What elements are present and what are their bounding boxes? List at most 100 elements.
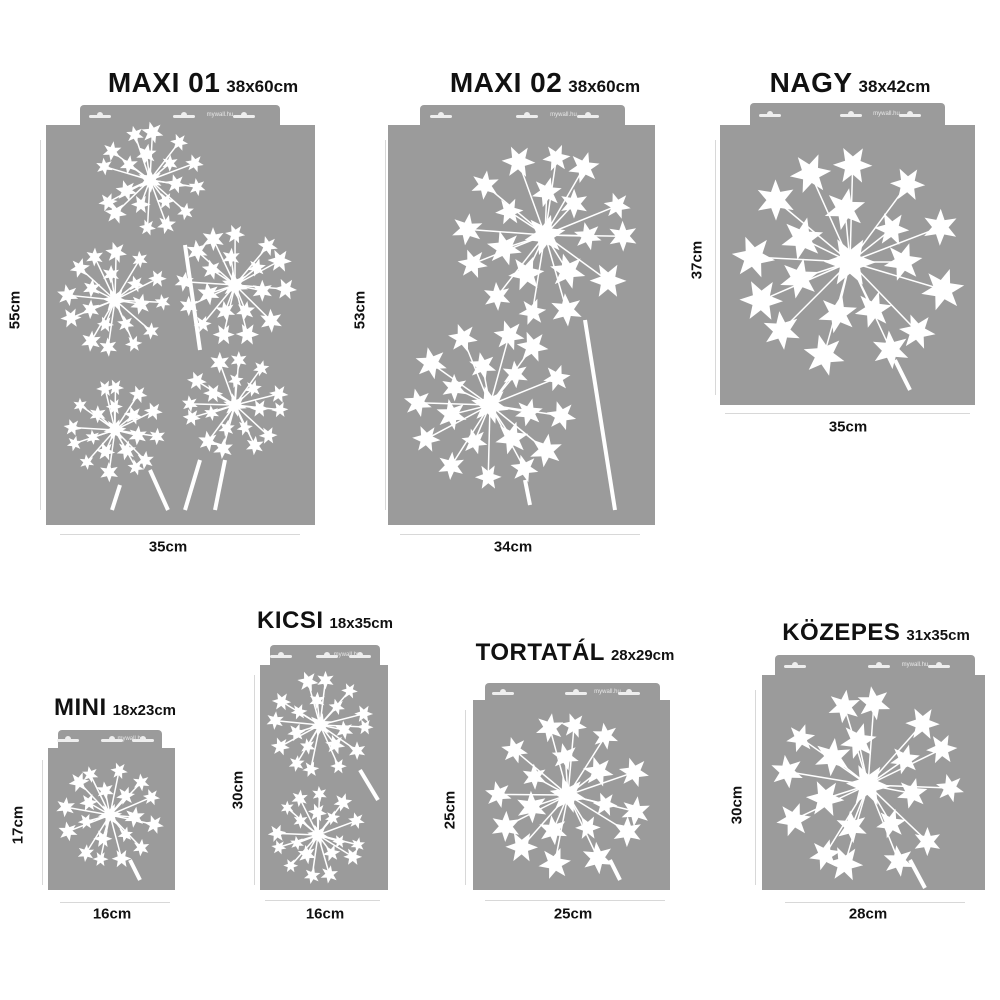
flower-icon [143, 322, 159, 340]
flower-icon [505, 832, 538, 862]
flower-spoke [109, 781, 142, 816]
flower-icon [126, 125, 144, 144]
flower-icon [291, 789, 308, 807]
flower-spoke [234, 404, 256, 446]
flower-spoke [867, 703, 875, 786]
flower-spoke [234, 260, 281, 286]
product-name: TORTATÁL [475, 639, 605, 666]
flower-spoke [417, 402, 491, 406]
flower-spoke [234, 284, 272, 322]
flower-icon [218, 419, 235, 437]
flower-spoke [134, 134, 151, 181]
flower-spoke [319, 690, 351, 726]
hang-hole [316, 652, 339, 658]
flower-icon [187, 371, 207, 391]
flower-spoke [114, 252, 117, 301]
flower-icon [492, 810, 520, 842]
flower-icon [212, 325, 235, 345]
flower-icon [731, 236, 775, 278]
flower-spoke [196, 380, 236, 406]
flower-spoke [843, 706, 869, 786]
flower-icon [531, 177, 562, 208]
stencil-tab: mywall.hu [80, 105, 280, 125]
flower-spoke [849, 261, 892, 351]
flower-spoke [310, 724, 321, 770]
flower-spoke [67, 814, 111, 833]
flower-stem [358, 768, 380, 802]
width-label: 28cm [848, 905, 888, 923]
height-line [465, 710, 466, 885]
flower-icon [58, 821, 78, 842]
flower-icon [518, 298, 547, 325]
flower-icon [350, 837, 365, 853]
flower-icon [412, 426, 441, 452]
flower-icon [204, 405, 219, 421]
flower-icon [60, 308, 82, 328]
flower-icon [592, 722, 618, 750]
flower-icon [568, 152, 600, 183]
hang-hole [270, 652, 292, 658]
flower-icon [99, 337, 117, 357]
hang-hole [565, 688, 587, 695]
flower-icon [575, 816, 601, 839]
flower-icon [914, 827, 940, 857]
flower-icon [250, 400, 269, 417]
height-line [254, 675, 255, 885]
hang-hole [868, 662, 890, 668]
flower-spoke [114, 393, 139, 431]
flower-spoke [567, 735, 606, 796]
flower-spoke [286, 807, 319, 836]
flower-icon [57, 284, 79, 307]
flower-stem [893, 359, 912, 391]
flower-icon [79, 454, 95, 470]
flower-icon [335, 720, 354, 740]
flower-icon [484, 282, 511, 311]
flower-icon [82, 766, 99, 783]
flower-icon [267, 249, 292, 272]
flower-icon [857, 686, 891, 721]
flower-icon [530, 433, 562, 468]
flower-icon [542, 144, 571, 171]
flower-icon [271, 840, 287, 855]
product-title: KICSI 18x35cm [257, 607, 393, 635]
hang-hole [515, 112, 538, 118]
flower-spoke [544, 157, 558, 236]
flower-stem [110, 484, 122, 511]
flower-spoke [234, 404, 269, 437]
flower-icon [501, 737, 528, 764]
flower-icon [270, 737, 290, 756]
flower-spoke [188, 284, 236, 307]
flower-icon [317, 670, 334, 690]
flower-icon [469, 352, 497, 380]
flower-icon [438, 451, 464, 480]
product-title: TORTATÁL 28x29cm [476, 639, 675, 667]
flower-icon [281, 800, 294, 816]
flower-spoke [775, 199, 851, 263]
width-label: 16cm [305, 905, 345, 923]
flower-icon [288, 755, 305, 772]
flower-spoke [319, 713, 364, 726]
flower-spoke [514, 749, 569, 796]
flower-spoke [104, 388, 116, 431]
brand-label: mywall.hu [873, 111, 900, 117]
flower-stem [608, 859, 622, 881]
flower-icon [102, 141, 122, 162]
flower-spoke [867, 723, 924, 786]
flower-spoke [86, 429, 116, 463]
flower-icon [283, 859, 299, 873]
flower-icon [815, 738, 851, 777]
width-label: 16cm [92, 905, 132, 923]
flower-spoke [544, 234, 568, 311]
width-line [60, 902, 170, 903]
flower-icon [836, 810, 867, 844]
product-title: MINI 18x23cm [54, 694, 176, 722]
flower-spoke [319, 680, 327, 726]
flower-icon [230, 351, 247, 369]
flower-spoke [234, 266, 258, 286]
flower-icon [609, 220, 637, 252]
flower-icon [516, 331, 549, 362]
brand-label: mywall.hu [206, 112, 234, 118]
flower-spoke [844, 784, 869, 864]
flower-spoke [496, 234, 546, 297]
